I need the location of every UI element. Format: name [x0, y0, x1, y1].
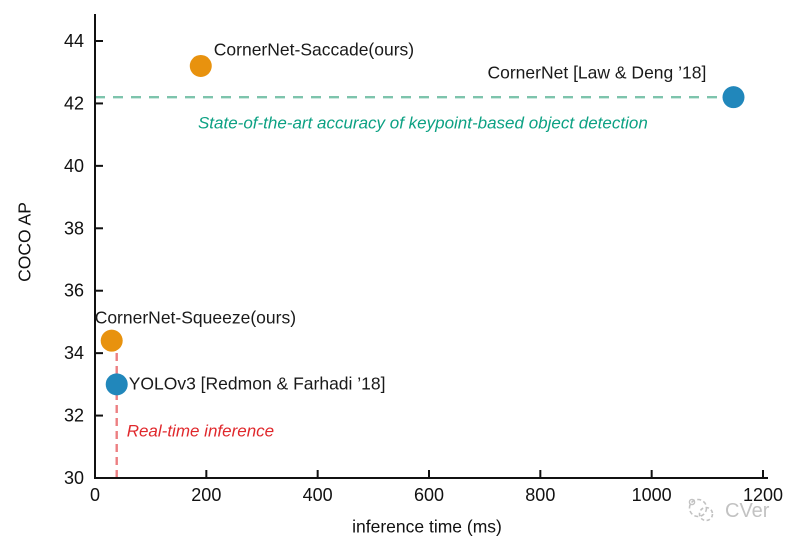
x-tick-label: 1200	[743, 485, 783, 505]
watermark: CVer	[684, 496, 769, 526]
realtime-line-label: Real-time inference	[126, 421, 275, 441]
sota-line-label: State-of-the-art accuracy of keypoint-ba…	[197, 113, 648, 133]
data-point	[105, 373, 128, 396]
y-tick-label: 34	[64, 343, 84, 363]
x-tick-label: 600	[414, 485, 444, 505]
cver-logo-icon	[688, 498, 714, 522]
point-label-cornernet-saccade: CornerNet-Saccade(ours)	[213, 39, 415, 60]
y-tick-label: 30	[64, 468, 84, 488]
x-tick-label: 400	[303, 485, 333, 505]
data-point	[189, 54, 212, 77]
point-label-cornernet: CornerNet [Law & Deng ’18]	[487, 62, 707, 83]
x-tick-label: 1000	[632, 485, 672, 505]
axis-line	[94, 14, 768, 479]
point-label-yolov3: YOLOv3 [Redmon & Farhadi ’18]	[128, 373, 386, 394]
y-axis-title: COCO AP	[14, 202, 35, 282]
y-tick-label: 32	[64, 406, 84, 426]
x-tick-label: 200	[191, 485, 221, 505]
y-tick-label: 36	[64, 281, 84, 301]
watermark-text: CVer	[725, 500, 770, 522]
y-tick-label: 44	[64, 31, 84, 51]
y-tick-label: 40	[64, 156, 84, 176]
y-tick-label: 42	[64, 93, 84, 113]
x-axis-title: inference time (ms)	[352, 516, 502, 537]
x-tick-label: 800	[525, 485, 555, 505]
x-tick-label: 0	[90, 485, 100, 505]
data-point	[722, 86, 745, 109]
y-tick-label: 38	[64, 218, 84, 238]
data-point	[100, 329, 123, 352]
point-label-cornernet-squeeze: CornerNet-Squeeze(ours)	[94, 306, 297, 327]
